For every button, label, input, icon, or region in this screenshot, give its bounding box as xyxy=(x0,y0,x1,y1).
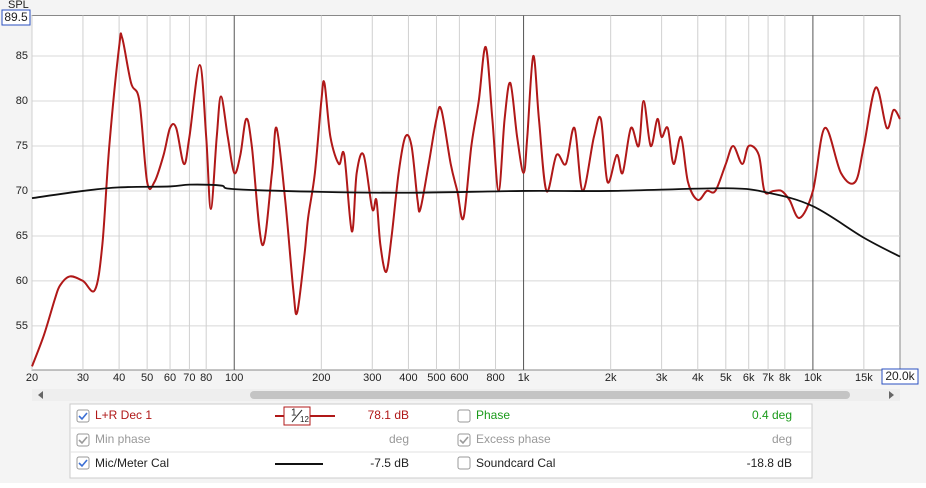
excess-phase-label: Excess phase xyxy=(476,432,551,446)
readout: -7.5 dB xyxy=(370,456,409,470)
checkbox[interactable] xyxy=(457,433,471,447)
x-tick-label: 1k xyxy=(518,372,530,384)
x-tick-label: 7k xyxy=(762,372,774,384)
x-tick-label: 400 xyxy=(399,372,417,384)
y-tick-label: 60 xyxy=(16,275,28,287)
y-axis-label: SPL xyxy=(8,0,29,11)
panel-box xyxy=(69,403,813,479)
min-phase-label: Min phase xyxy=(95,432,151,446)
unit: deg xyxy=(772,432,792,446)
phase-label: Phase xyxy=(476,408,510,422)
x-tick-label: 10k xyxy=(804,372,822,384)
scroll-right[interactable] xyxy=(889,391,894,399)
x-tick-label: 4k xyxy=(692,372,704,384)
checkbox[interactable] xyxy=(76,456,90,470)
checkbox[interactable] xyxy=(457,456,471,470)
x-tick-label: 100 xyxy=(225,372,243,384)
y-tick-label: 55 xyxy=(16,320,28,332)
series-name: Mic/Meter Cal xyxy=(95,456,169,470)
x-tick-label: 15k xyxy=(855,372,873,384)
x-tick-label: 40 xyxy=(113,372,125,384)
fraction-slash xyxy=(291,409,303,423)
check xyxy=(459,436,469,445)
readout: -18.8 dB xyxy=(747,456,792,470)
check xyxy=(78,436,88,445)
x-tick-label: 5k xyxy=(720,372,732,384)
x-tick-label: 2k xyxy=(605,372,617,384)
x-tick-label: 8k xyxy=(779,372,791,384)
smoothing-num: 1 xyxy=(291,408,297,419)
series-name: L+R Dec 1 xyxy=(95,408,152,422)
x-tick-label: 200 xyxy=(312,372,330,384)
ylim-label[interactable]: 89.5 xyxy=(4,10,28,24)
checkbox[interactable] xyxy=(76,433,90,447)
y-tick-label: 85 xyxy=(16,50,28,62)
check xyxy=(78,412,88,421)
checkbox[interactable] xyxy=(457,409,471,423)
scrollbar[interactable] xyxy=(32,389,900,401)
scroll-thumb[interactable] xyxy=(250,391,850,399)
curves xyxy=(31,32,901,367)
grid xyxy=(31,15,900,370)
soundcard-label: Soundcard Cal xyxy=(476,456,555,470)
xlim-box[interactable] xyxy=(881,368,919,385)
series-line xyxy=(31,32,901,367)
x-tick-label: 300 xyxy=(363,372,381,384)
readout: 78.1 dB xyxy=(368,408,409,422)
panel: L+R Dec 1 1 12 78.1 dB Phase 0.4 deg Min… xyxy=(69,403,813,479)
check xyxy=(78,459,88,468)
x-tick-label: 800 xyxy=(486,372,504,384)
scroll-left[interactable] xyxy=(38,391,43,399)
x-tick-label: 30 xyxy=(77,372,89,384)
x-tick-label: 20 xyxy=(26,372,38,384)
x-tick-label: 3k xyxy=(656,372,668,384)
x-tick-label: 6k xyxy=(743,372,755,384)
y-tick-label: 70 xyxy=(16,185,28,197)
ylim-box[interactable] xyxy=(1,9,31,26)
y-tick-label: 80 xyxy=(16,95,28,107)
checkbox[interactable] xyxy=(76,409,90,423)
xlim-label[interactable]: 20.0k xyxy=(885,369,915,383)
unit: deg xyxy=(389,432,409,446)
y-tick-label: 65 xyxy=(16,230,28,242)
readout: 0.4 deg xyxy=(752,408,792,422)
x-tick-label: 70 xyxy=(183,372,195,384)
x-tick-label: 60 xyxy=(164,372,176,384)
series-line xyxy=(31,183,901,258)
y-tick-label: 75 xyxy=(16,140,28,152)
x-tick-label: 500 xyxy=(427,372,445,384)
x-tick-label: 80 xyxy=(200,372,212,384)
smoothing-den: 12 xyxy=(300,415,309,424)
x-tick-label: 50 xyxy=(141,372,153,384)
x-tick-label: 600 xyxy=(450,372,468,384)
